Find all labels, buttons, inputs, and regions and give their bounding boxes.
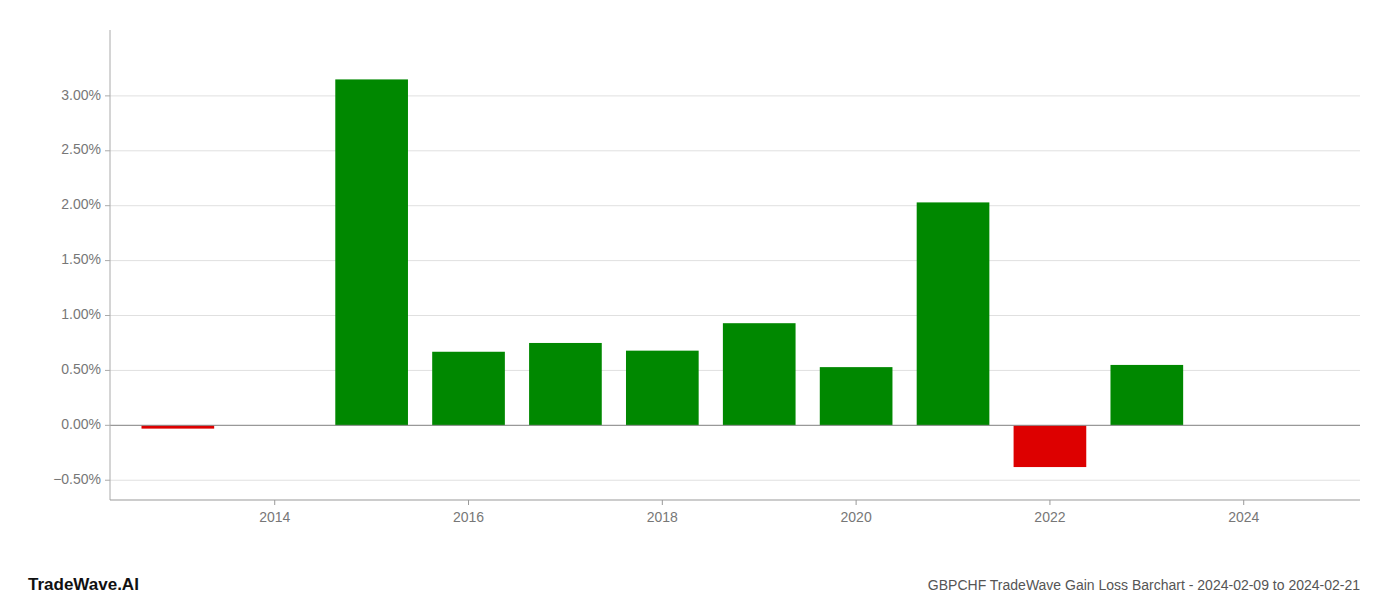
x-tick-label: 2022 [1034,509,1065,525]
bar [820,367,893,425]
x-tick-label: 2020 [841,509,872,525]
x-tick [468,500,469,505]
chart-svg: −0.50% 0.00% 0.50% 1.00% 1.50% 2.00% 2.50% 3.00… [0,0,1400,600]
bar [432,352,505,426]
grid-line [110,150,1360,151]
bar [529,343,602,425]
y-tick [105,315,110,316]
y-tick [105,260,110,261]
x-tick-label: 2016 [453,509,484,525]
grid-line [110,205,1360,206]
y-tick-label: 0.00% [61,416,101,432]
y-axis-line [110,30,111,500]
grid-line [110,480,1360,481]
chart-container: −0.50% 0.00% 0.50% 1.00% 1.50% 2.00% 2.50% 3.00… [0,0,1400,600]
bar [917,202,990,425]
watermark: TradeWave.AI [28,575,139,594]
y-tick [105,425,110,426]
y-tick [105,370,110,371]
x-tick [274,500,275,505]
y-tick-label: 1.00% [61,306,101,322]
bar [626,351,699,426]
x-tick-label: 2014 [259,509,290,525]
x-tick [1243,500,1244,505]
y-tick [105,95,110,96]
y-tick [105,205,110,206]
x-tick-label: 2024 [1228,509,1259,525]
y-grid [110,96,1360,480]
bar [1110,365,1183,425]
bars [141,79,1183,467]
y-tick-label: −0.50% [53,471,101,487]
y-tick [105,480,110,481]
y-tick-label: 2.50% [61,141,101,157]
y-tick-label: 3.00% [61,87,101,103]
zero-line [110,425,1360,426]
x-tick [662,500,663,505]
y-tick-label: 2.00% [61,196,101,212]
title: GBPCHF TradeWave Gain Loss Barchart - 20… [928,577,1360,593]
grid-line [110,260,1360,261]
y-tick [105,150,110,151]
bar [1014,425,1087,467]
y-tick-label: 0.50% [61,361,101,377]
x-tick [1049,500,1050,505]
bar [723,323,796,425]
x-axis: 2014 2016 2018 2020 2022 2024 [259,500,1259,525]
grid-line [110,315,1360,316]
grid-line [110,425,1360,426]
x-tick [856,500,857,505]
bar [335,79,408,425]
x-axis-line [110,499,1360,500]
y-tick-label: 1.50% [61,251,101,267]
x-tick-label: 2018 [647,509,678,525]
y-axis: −0.50% 0.00% 0.50% 1.00% 1.50% 2.00% 2.50% 3.00… [53,87,110,487]
grid-line [110,95,1360,96]
